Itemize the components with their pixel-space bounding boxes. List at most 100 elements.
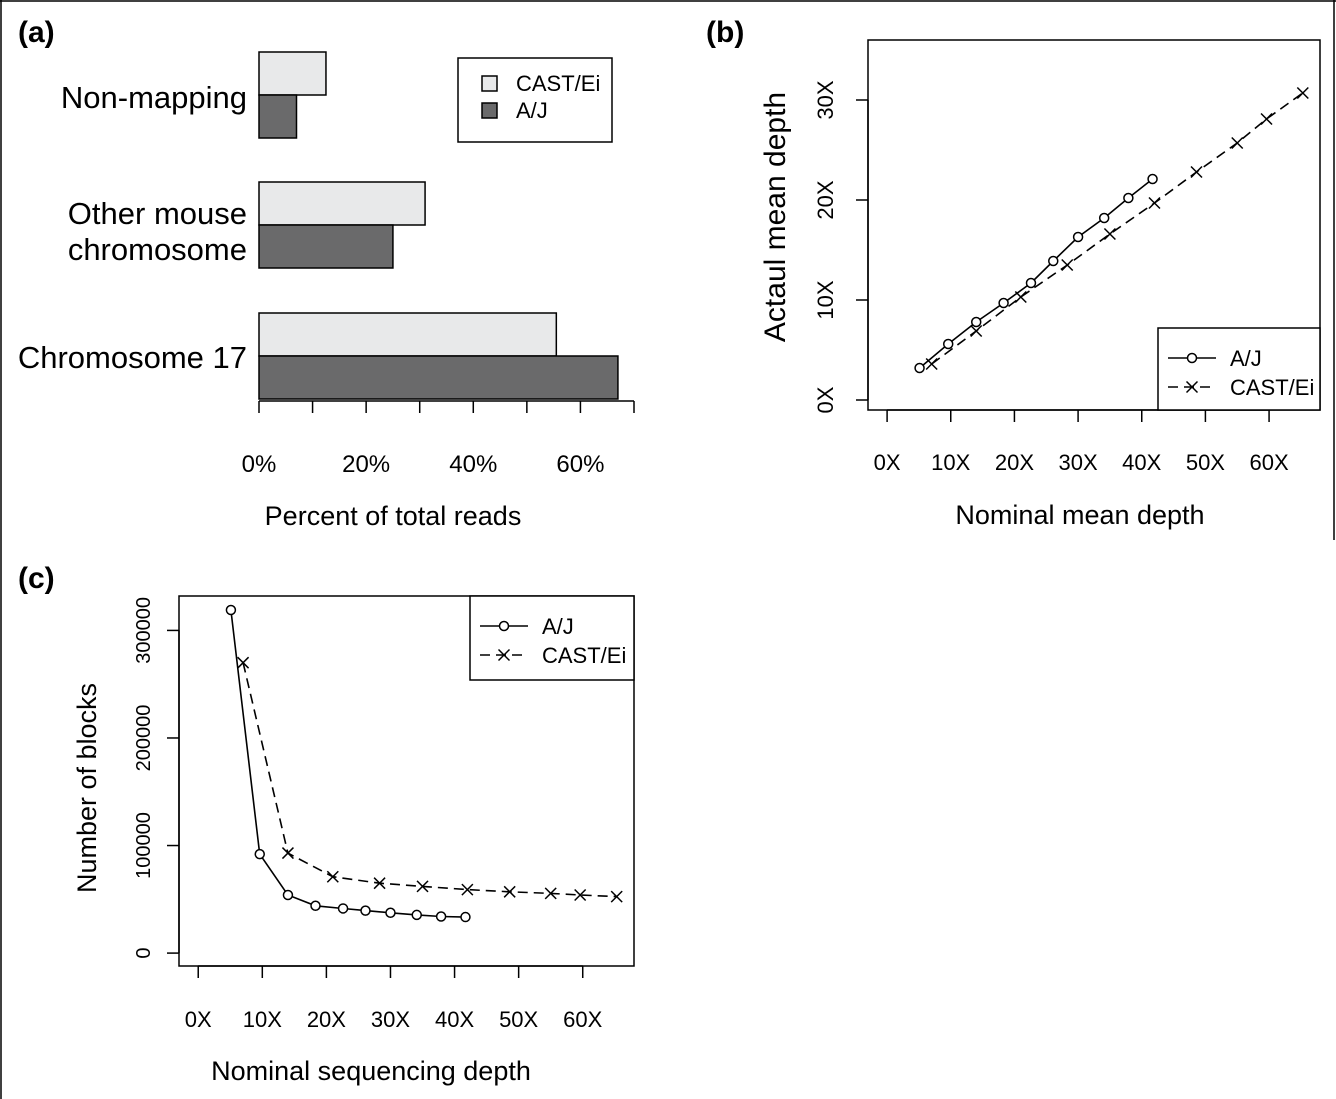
- point-cast-ei-9-stroke-2: [610, 890, 623, 903]
- y-tick-label-3: 30X: [813, 80, 838, 119]
- panel-b-y-axis-title: Actaul mean depth: [759, 92, 792, 342]
- point-cast-ei-2: [1014, 290, 1027, 304]
- point-a-j-9: [460, 911, 471, 923]
- point-a-j-2: [970, 316, 982, 328]
- series-line-a-j: [230, 609, 466, 918]
- legend-label-0: A/J: [542, 614, 574, 639]
- point-cast-ei-5-stroke-2: [461, 883, 474, 896]
- point-cast-ei-7: [544, 887, 557, 900]
- point-a-j-0: [914, 362, 925, 374]
- point-cast-ei-5-stroke-2: [1148, 196, 1161, 210]
- x-tick-label-5: 50X: [499, 1007, 538, 1032]
- y-tick-label-1: 10X: [813, 280, 838, 319]
- series-line-cast-ei: [931, 92, 1304, 365]
- point-cast-ei-1-stroke-2: [281, 847, 294, 860]
- legend-marker-1-stroke-2: [1185, 380, 1199, 394]
- panel-b-legend-box: [1157, 327, 1321, 411]
- legend-label-1: CAST/Ei: [1230, 375, 1314, 400]
- panel-b-x-axis-title: Nominal mean depth: [955, 500, 1204, 530]
- point-a-j-0: [225, 604, 237, 616]
- point-cast-ei-9: [610, 890, 623, 903]
- point-a-j-7: [1098, 212, 1110, 224]
- x-tick-label-3: 30X: [371, 1007, 410, 1032]
- point-cast-ei-8: [574, 888, 587, 902]
- category-label-2-0: Chromosome 17: [18, 340, 247, 375]
- panel-b-line-chart: (b) 0X 10X 20X 30X 40X 50X 60X 0X 10X 20X 30X Nom…: [706, 16, 1321, 530]
- panel-c-series: [225, 604, 623, 923]
- panel-a-x-axis-title: Percent of total reads: [265, 501, 522, 531]
- point-a-j-6: [1072, 231, 1084, 243]
- x-tick-label-0: 0X: [185, 1007, 212, 1032]
- point-cast-ei-0-stroke-2: [237, 656, 250, 669]
- x-tick-label-6: 60X: [563, 1007, 602, 1032]
- panel-b-y-axis: 0X 10X 20X 30X: [813, 80, 869, 413]
- bar-a-j-2: [258, 355, 619, 400]
- x-tick-label-3: 60%: [556, 451, 604, 478]
- point-cast-ei-3-stroke-2: [1061, 258, 1074, 272]
- panel-c-legend-box: [469, 595, 635, 681]
- x-tick-label-0: 0%: [242, 451, 277, 478]
- point-cast-ei-6-stroke-2: [503, 885, 516, 898]
- point-cast-ei-6: [1190, 165, 1203, 179]
- legend-marker-1-stroke-2: [497, 648, 511, 662]
- legend-swatch-1: [481, 102, 498, 119]
- y-tick-label-3: 300000: [133, 597, 155, 664]
- series-line-a-j: [919, 178, 1154, 369]
- point-cast-ei-4: [416, 880, 429, 893]
- point-a-j-3: [310, 900, 321, 912]
- point-cast-ei-0: [237, 656, 250, 669]
- x-tick-label-4: 40X: [435, 1007, 474, 1032]
- legend-label-1: CAST/Ei: [542, 643, 626, 668]
- panel-c-y-axis: 0 100000 200000 300000: [133, 597, 180, 959]
- point-cast-ei-6: [503, 885, 516, 898]
- category-label-1-1: chromosome: [68, 232, 247, 267]
- point-cast-ei-7: [1231, 136, 1244, 150]
- point-cast-ei-6-stroke-2: [1190, 165, 1203, 179]
- point-cast-ei-0-stroke-2: [925, 357, 938, 371]
- x-tick-label-0: 0X: [874, 450, 901, 475]
- point-cast-ei-1: [970, 324, 983, 338]
- point-cast-ei-7-stroke-2: [544, 887, 557, 900]
- point-a-j-5: [1048, 255, 1059, 267]
- panel-c-x-axis-title: Nominal sequencing depth: [211, 1056, 531, 1086]
- point-a-j-5: [360, 905, 371, 916]
- panel-b-legend: A/J CAST/Ei: [1157, 327, 1321, 411]
- point-a-j-3: [998, 297, 1009, 309]
- panel-c-x-axis: 0X 10X 20X 30X 40X 50X 60X: [185, 965, 603, 1032]
- point-cast-ei-8-stroke-2: [1260, 112, 1273, 126]
- category-label-0-0: Non-mapping: [61, 80, 247, 115]
- point-cast-ei-4-stroke-2: [1103, 227, 1116, 241]
- point-cast-ei-9: [1296, 86, 1309, 100]
- panel-c-label: (c): [18, 562, 55, 595]
- legend-label-0: CAST/Ei: [516, 71, 600, 96]
- legend-marker-1: [1185, 380, 1199, 394]
- y-tick-label-2: 200000: [133, 705, 155, 772]
- panel-a-label: (a): [18, 16, 55, 49]
- point-cast-ei-1-stroke-2: [970, 324, 983, 338]
- point-cast-ei-0: [925, 357, 938, 371]
- bar-cast-ei-2: [258, 312, 558, 357]
- legend-marker-1: [497, 648, 511, 662]
- bar-cast-ei-0: [258, 51, 327, 96]
- bar-a-j-1: [258, 224, 394, 269]
- x-tick-label-3: 30X: [1059, 450, 1098, 475]
- point-a-j-4: [1025, 277, 1037, 289]
- legend-swatch-0: [481, 75, 498, 92]
- series-line-cast-ei: [242, 662, 617, 898]
- y-tick-label-0: 0: [133, 948, 155, 959]
- point-cast-ei-8: [1260, 112, 1273, 126]
- y-tick-label-2: 20X: [813, 180, 838, 219]
- point-a-j-8: [435, 911, 447, 922]
- x-tick-label-1: 20%: [342, 451, 390, 478]
- x-tick-label-2: 40%: [449, 451, 497, 478]
- point-a-j-9: [1147, 173, 1158, 185]
- point-cast-ei-5: [1148, 196, 1161, 210]
- x-tick-label-1: 10X: [931, 450, 970, 475]
- category-label-1-0: Other mouse: [68, 196, 247, 231]
- point-cast-ei-3: [1061, 258, 1074, 272]
- panel-a-x-axis: 0% 20% 40% 60%: [242, 400, 635, 478]
- point-cast-ei-2: [326, 870, 339, 883]
